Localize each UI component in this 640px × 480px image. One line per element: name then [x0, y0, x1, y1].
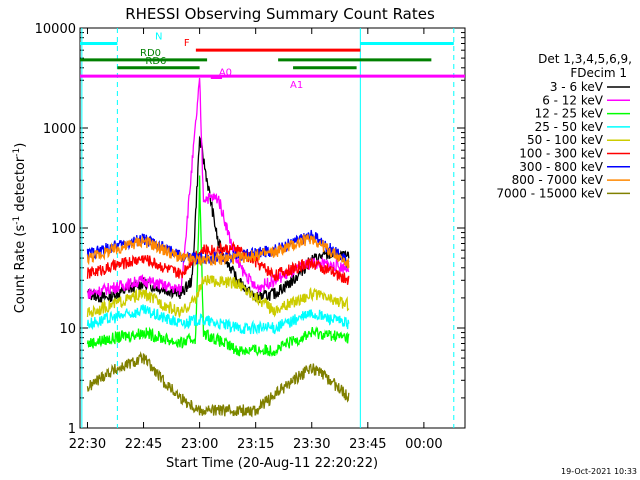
annotation-label: F: [184, 38, 190, 49]
series-line: [86, 175, 350, 357]
legend-label: 12 - 25 keV: [535, 107, 604, 121]
legend-label: 7000 - 15000 keV: [496, 186, 603, 200]
annotation-label: N: [155, 31, 162, 42]
annotation-label: A1: [290, 80, 303, 91]
series-line: [86, 77, 350, 299]
series-0: [86, 135, 350, 304]
y-tick-label: 1: [68, 422, 76, 437]
series-line: [86, 274, 350, 319]
series-2: [86, 175, 350, 357]
legend-label: 25 - 50 keV: [535, 120, 604, 134]
x-tick-label: 23:15: [237, 437, 274, 452]
plot-frame: [79, 27, 466, 429]
legend-label: 50 - 100 keV: [527, 133, 604, 147]
x-tick-label: 23:45: [349, 437, 386, 452]
y-tick-label: 10000: [35, 22, 76, 37]
series-8: [86, 350, 350, 418]
legend-header: FDecim 1: [570, 66, 627, 80]
annotation-label: RD6: [145, 56, 166, 67]
y-tick-label: 10: [59, 322, 76, 337]
annotation-label: RD0: [140, 48, 161, 59]
y-axis-label: Count Rate (s-1 detector-1): [12, 143, 28, 314]
x-tick-label: 22:30: [69, 437, 106, 452]
legend-header: Det 1,3,4,5,6,9,: [538, 52, 632, 66]
y-tick-label: 100: [51, 222, 76, 237]
y-tick-label: 1000: [43, 122, 76, 137]
legend-label: 800 - 7000 keV: [512, 173, 604, 187]
chart-title: RHESSI Observing Summary Count Rates: [125, 5, 435, 23]
series-5: [86, 240, 350, 285]
series-line: [86, 240, 350, 285]
series-line: [86, 350, 350, 418]
legend-label: 300 - 800 keV: [519, 160, 603, 174]
legend-label: 6 - 12 keV: [542, 93, 604, 107]
footer-timestamp: 19-Oct-2021 10:33: [561, 467, 637, 476]
legend-label: 100 - 300 keV: [519, 147, 603, 161]
x-axis-label: Start Time (20-Aug-11 22:20:22): [166, 456, 378, 471]
x-tick-label: 22:45: [125, 437, 162, 452]
x-tick-label: 00:00: [405, 437, 442, 452]
x-tick-label: 23:30: [293, 437, 330, 452]
x-tick-label: 23:00: [181, 437, 218, 452]
annotation-label: A0: [219, 67, 232, 78]
series-line: [86, 233, 350, 269]
series-3: [86, 304, 350, 336]
legend-label: 3 - 6 keV: [550, 80, 604, 94]
series-1: [86, 77, 350, 299]
series-7: [86, 233, 350, 269]
series-4: [86, 274, 350, 319]
series-line: [86, 304, 350, 336]
series-line: [86, 135, 350, 304]
